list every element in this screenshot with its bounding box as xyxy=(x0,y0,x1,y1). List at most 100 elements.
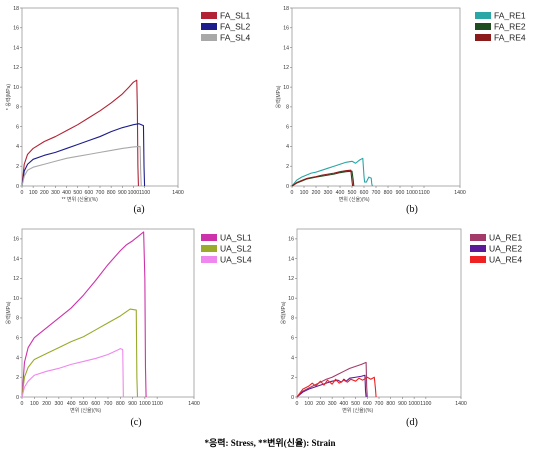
x-tick-label: 300 xyxy=(328,401,337,407)
x-tick-label: 600 xyxy=(363,401,372,407)
y-tick-label: 8 xyxy=(291,316,294,322)
x-tick-label: 1400 xyxy=(172,190,184,196)
figure-caption: *응력: Stress, **변위(신율): Strain xyxy=(204,437,335,448)
legend-label-fa_sl4: FA_SL4 xyxy=(220,33,251,43)
y-axis-label: 응력(MPa) xyxy=(275,85,282,108)
x-tick-label: 400 xyxy=(336,190,345,196)
y-tick-label: 0 xyxy=(16,395,19,401)
y-tick-label: 8 xyxy=(286,105,289,111)
x-tick-label: 0 xyxy=(296,401,299,407)
legend-label-fa_re4: FA_RE4 xyxy=(494,33,526,43)
x-tick-label: 600 xyxy=(91,401,100,407)
x-tick-label: 0 xyxy=(21,401,24,407)
x-tick-label: 1400 xyxy=(188,401,200,407)
y-tick-label: 14 xyxy=(288,256,294,262)
legend-swatch-ua_re2 xyxy=(470,245,486,252)
legend-swatch-ua_re4 xyxy=(470,256,486,263)
x-tick-label: 1100 xyxy=(418,190,429,196)
legend-label-fa_sl1: FA_SL1 xyxy=(220,11,251,21)
plot-area xyxy=(296,228,462,398)
y-tick-label: 2 xyxy=(16,164,19,170)
x-tick-label: 100 xyxy=(30,401,39,407)
x-tick-label: 900 xyxy=(128,401,137,407)
y-tick-label: 6 xyxy=(16,336,19,342)
y-tick-label: 16 xyxy=(283,26,289,32)
legend-label-fa_re2: FA_RE2 xyxy=(494,22,526,32)
x-tick-label: 800 xyxy=(116,401,125,407)
y-tick-label: 0 xyxy=(286,184,289,190)
y-tick-label: 12 xyxy=(283,65,289,71)
y-tick-label: 4 xyxy=(291,355,294,361)
y-tick-label: 12 xyxy=(13,276,19,282)
legend-label-ua_re1: UA_RE1 xyxy=(489,233,522,243)
plot-area xyxy=(291,7,461,187)
x-tick-label: 400 xyxy=(340,401,349,407)
y-tick-label: 12 xyxy=(288,276,294,282)
chart-panel-b: 0 2 4 6 8 10 12 14 16 18 0 100 200 300 400 500 600 700 800… xyxy=(275,6,526,215)
x-tick-label: 1000 xyxy=(139,401,151,407)
x-tick-label: 500 xyxy=(79,401,88,407)
x-tick-label: 800 xyxy=(107,190,116,196)
panel-label: (d) xyxy=(406,417,418,428)
x-tick-label: 1100 xyxy=(139,190,150,196)
y-axis-label: 응력(MPa) xyxy=(280,301,287,324)
legend-label-ua_sl4: UA_SL4 xyxy=(220,255,252,265)
x-axis-label: ** 변위 (신율)(%) xyxy=(62,196,99,203)
legend-swatch-fa_sl4 xyxy=(201,34,217,41)
legend-label-ua_re4: UA_RE4 xyxy=(489,255,522,265)
x-tick-label: 100 xyxy=(300,190,309,196)
y-tick-label: 6 xyxy=(291,336,294,342)
x-tick-label: 600 xyxy=(85,190,94,196)
x-tick-label: 500 xyxy=(73,190,82,196)
x-tick-label: 1100 xyxy=(420,401,431,407)
y-tick-label: 8 xyxy=(16,105,19,111)
legend-swatch-ua_sl2 xyxy=(201,245,217,252)
panel-label: (c) xyxy=(130,417,141,428)
x-tick-label: 700 xyxy=(372,190,381,196)
panel-label: (a) xyxy=(133,204,144,215)
x-tick-label: 1400 xyxy=(455,401,467,407)
x-tick-label: 800 xyxy=(384,190,393,196)
y-tick-label: 10 xyxy=(13,296,19,302)
series-line-ua_re4 xyxy=(296,376,377,398)
y-tick-label: 14 xyxy=(13,45,19,51)
y-tick-label: 2 xyxy=(16,375,19,381)
x-tick-label: 1000 xyxy=(406,190,418,196)
legend-swatch-ua_sl1 xyxy=(201,234,217,241)
x-tick-label: 300 xyxy=(324,190,333,196)
x-tick-label: 400 xyxy=(67,401,76,407)
y-tick-label: 14 xyxy=(13,256,19,262)
x-tick-label: 1000 xyxy=(408,401,420,407)
x-tick-label: 200 xyxy=(312,190,321,196)
y-tick-label: 2 xyxy=(286,164,289,170)
y-tick-label: 18 xyxy=(283,6,289,12)
series-line-fa_sl4 xyxy=(21,145,142,187)
x-tick-label: 100 xyxy=(304,401,313,407)
series-line-ua_re1 xyxy=(296,361,368,398)
x-tick-label: 200 xyxy=(42,401,51,407)
x-tick-label: 200 xyxy=(316,401,325,407)
legend-label-fa_sl2: FA_SL2 xyxy=(220,22,251,32)
y-tick-label: 12 xyxy=(13,65,19,71)
chart-panel-c: 0 2 4 6 8 10 12 14 16 0 100 200 300 400 500 600 700 800 90… xyxy=(5,228,252,428)
chart-panel-d: 0 2 4 6 8 10 12 14 16 0 100 200 300 400 500 600 700 800 90… xyxy=(280,228,522,428)
legend-swatch-fa_sl2 xyxy=(201,23,217,30)
plot-area xyxy=(21,7,179,187)
legend-swatch-fa_sl1 xyxy=(201,12,217,19)
y-tick-label: 0 xyxy=(291,395,294,401)
x-tick-label: 700 xyxy=(96,190,105,196)
y-tick-label: 10 xyxy=(13,85,19,91)
y-tick-label: 6 xyxy=(286,124,289,130)
panel-label: (b) xyxy=(406,204,418,215)
y-tick-label: 2 xyxy=(291,375,294,381)
y-tick-label: 10 xyxy=(283,85,289,91)
y-tick-label: 4 xyxy=(286,144,289,150)
x-tick-label: 500 xyxy=(351,401,360,407)
x-tick-label: 900 xyxy=(396,190,405,196)
y-tick-label: 16 xyxy=(288,237,294,243)
series-line-fa_re1 xyxy=(291,157,373,187)
